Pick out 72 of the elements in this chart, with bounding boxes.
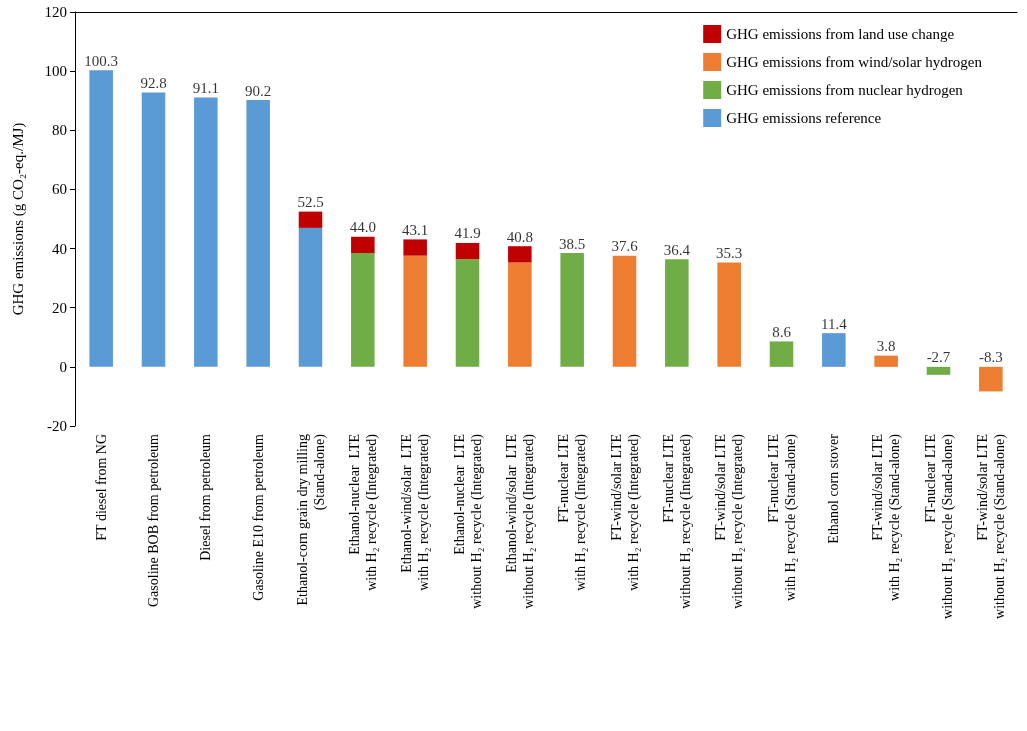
bar [455, 242, 480, 260]
y-tick-label: 80 [52, 122, 67, 139]
total-label: -2.7 [926, 349, 951, 366]
total-label: 36.4 [663, 241, 691, 258]
bar [874, 355, 898, 367]
legend-label: GHG emissions reference [726, 110, 882, 126]
bar [455, 259, 480, 367]
bar [508, 246, 532, 263]
bar [298, 211, 323, 228]
x-tick-label: FT-nuclear LTE without H₂ recycle (Integrated) [660, 433, 694, 609]
bar [89, 70, 113, 367]
x-tick-label: Ethanol-nuclear LTE with H₂ recycle (Integrated) [346, 433, 380, 591]
x-tick-label: Ethanol corn stover [826, 433, 842, 544]
x-tick-label: FT-nuclear LTE with H₂ recycle (Stand-alone) [765, 433, 799, 601]
total-label: 35.3 [716, 244, 743, 261]
total-label: 8.6 [772, 323, 792, 340]
bar [612, 255, 637, 367]
total-label: 11.4 [820, 315, 848, 332]
bar [769, 341, 794, 367]
total-label: 91.1 [192, 79, 219, 96]
x-tick-label: FT-wind/solar LTE with H₂ recycle (Stand-alone) [870, 433, 904, 601]
x-tick-label: Gasoline BOB from petroleum [146, 433, 161, 608]
x-tick-label: Ethanol-nuclear LTE without H₂ recycle (Integrated) [451, 433, 485, 609]
bar [194, 97, 218, 367]
total-label: 3.8 [876, 338, 896, 355]
total-label: 90.2 [245, 82, 272, 99]
x-tick-label: FT-wind/solar LTE with H₂ recycle (Integrated) [608, 433, 642, 591]
bar [351, 236, 375, 254]
bar [351, 253, 375, 367]
bar [246, 100, 270, 367]
y-axis-title: GHG emissions (g CO₂-eq./MJ) [9, 122, 27, 316]
bar [141, 92, 166, 367]
x-tick-label: Diesel from petroleum [198, 433, 214, 561]
y-tick-label: 100 [44, 63, 67, 80]
total-label: 100.3 [84, 52, 119, 69]
bar [979, 366, 1003, 392]
x-tick-label: Gasoline E10 from petroleum [250, 433, 266, 601]
bar [298, 227, 323, 367]
x-tick-label: Ethanol-corn grain dry milling (Stand-alone) [294, 433, 328, 606]
bar [665, 259, 689, 367]
legend-label: GHG emissions from nuclear hydrogen [726, 82, 964, 98]
bar [926, 366, 951, 375]
y-tick-label: -20 [47, 418, 67, 434]
x-tick-label: FT-nuclear LTE without H₂ recycle (Stand-alone) [922, 433, 956, 619]
x-tick-label: FT-wind/solar LTE without H₂ recycle (Stand-alone) [974, 433, 1008, 619]
x-tick-label: FT-nuclear LTE with H₂ recycle (Integrated) [556, 433, 590, 591]
bar [403, 239, 427, 256]
y-tick-label: 60 [52, 181, 67, 198]
legend-label: GHG emissions from wind/solar hydrogen [726, 54, 983, 70]
y-tick-label: 20 [52, 299, 67, 316]
bar [822, 333, 846, 367]
x-tick-label: Ethanol-wind/solar LTE without H₂ recycle (Integrated) [503, 433, 537, 609]
bar [403, 255, 427, 367]
total-label: 40.8 [506, 228, 533, 245]
x-tick-label: FT diesel from NG [93, 434, 109, 541]
total-label: 92.8 [140, 74, 167, 91]
total-label: 52.5 [297, 194, 324, 211]
total-label: 37.6 [611, 238, 639, 255]
bar [717, 262, 741, 367]
y-tick-label: 120 [44, 4, 67, 20]
x-tick-label: Ethanol-wind/solar LTE with H₂ recycle (Integrated) [399, 433, 433, 591]
y-tick-label: 0 [59, 358, 67, 375]
y-tick-label: 40 [52, 240, 67, 257]
x-tick-label: FT-wind/solar LTE without H₂ recycle (Integrated) [713, 433, 747, 609]
bar [508, 262, 532, 367]
bar [560, 253, 584, 367]
legend-label: GHG emissions from land use change [726, 26, 955, 42]
total-label: 43.1 [402, 221, 429, 238]
total-label: 41.9 [454, 225, 481, 242]
total-label: 44.0 [349, 219, 376, 236]
total-label: 38.5 [559, 235, 586, 252]
total-label: -8.3 [978, 349, 1003, 366]
